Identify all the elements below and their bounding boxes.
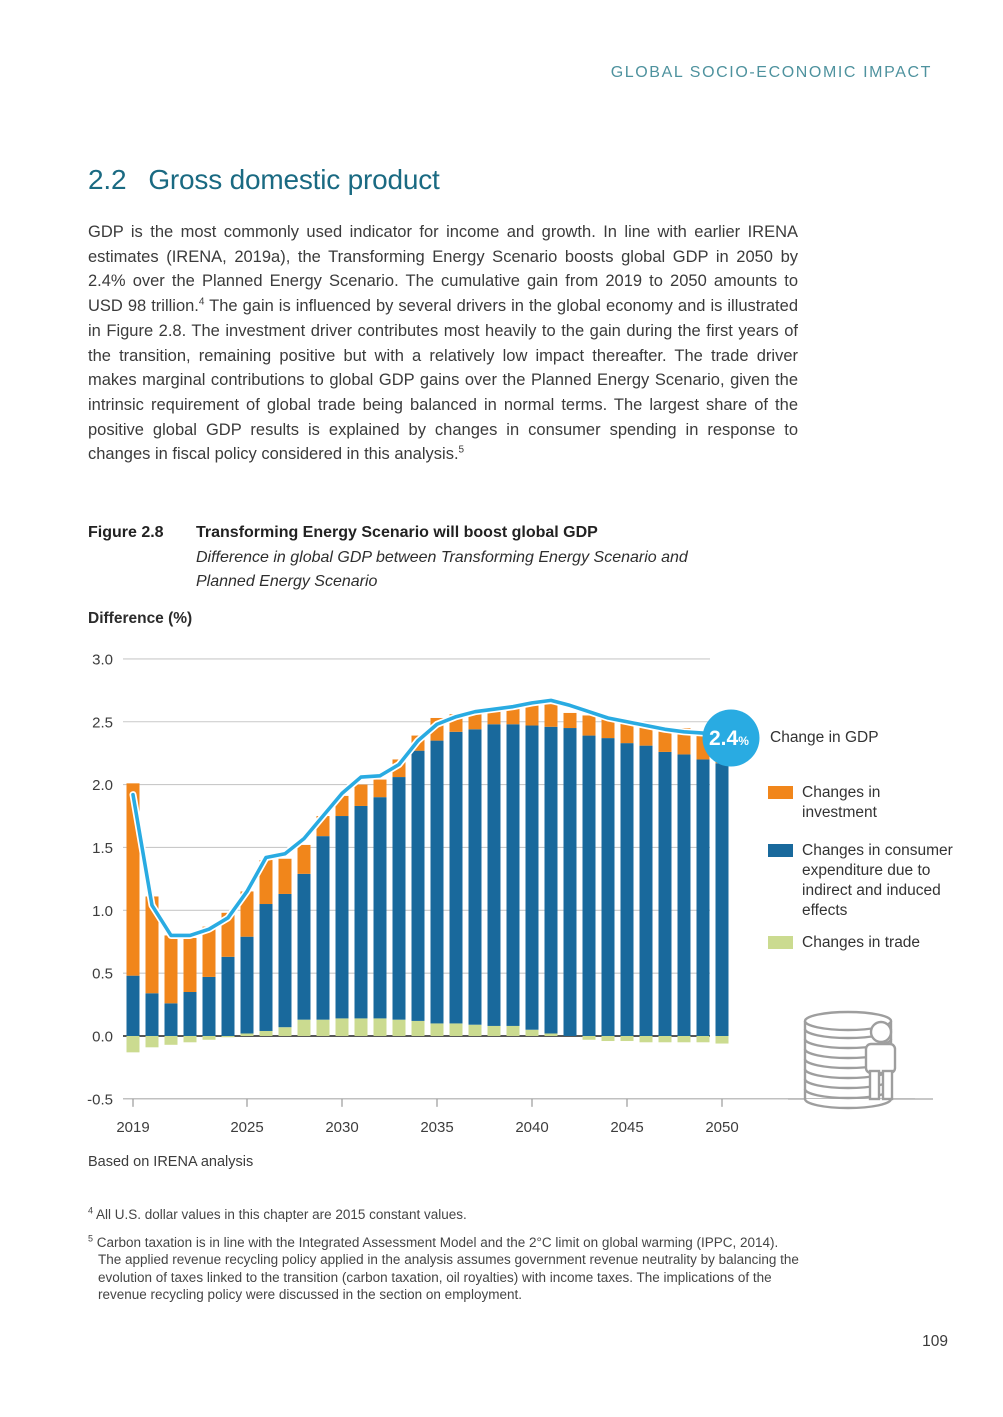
- figure-caption: Figure 2.8 Transforming Energy Scenario …: [88, 524, 741, 593]
- svg-text:2030: 2030: [325, 1119, 358, 1136]
- page-header: GLOBAL SOCIO-ECONOMIC IMPACT: [610, 64, 932, 81]
- figure-subtitle: Difference in global GDP between Transfo…: [196, 549, 688, 590]
- svg-text:2035: 2035: [420, 1119, 453, 1136]
- chart-y-axis-title: Difference (%): [88, 610, 193, 627]
- section-number: 2.2: [88, 164, 127, 195]
- consumer-swatch-icon: [768, 844, 793, 857]
- chart-legend: Change in GDP Changes in investment Chan…: [766, 721, 1003, 951]
- body-paragraph: GDP is the most commonly used indicator …: [88, 220, 798, 467]
- figure-caption-text: Transforming Energy Scenario will boost …: [196, 524, 741, 593]
- body-text-part2: The gain is influenced by several driver…: [88, 297, 798, 464]
- page-number: 109: [922, 1333, 948, 1350]
- coins-person-icon: [788, 1010, 933, 1110]
- svg-text:2050: 2050: [705, 1119, 738, 1136]
- section-heading: 2.2 Gross domestic product: [88, 164, 440, 196]
- svg-text:2045: 2045: [610, 1119, 643, 1136]
- svg-text:2.5: 2.5: [92, 714, 113, 731]
- svg-text:-0.5: -0.5: [87, 1091, 113, 1108]
- section-title: Gross domestic product: [148, 164, 440, 195]
- investment-swatch-icon: [768, 786, 793, 799]
- svg-text:2025: 2025: [230, 1119, 263, 1136]
- footnote-ref-5: 5: [458, 444, 465, 456]
- svg-text:3.0: 3.0: [92, 651, 113, 668]
- legend-item-investment: Changes in investment: [768, 783, 907, 823]
- trade-swatch-icon: [768, 936, 793, 949]
- footnote-5: 5 Carbon taxation is in line with the In…: [88, 1233, 799, 1303]
- svg-text:0.5: 0.5: [92, 966, 113, 983]
- svg-text:2019: 2019: [116, 1119, 149, 1136]
- source-note: Based on IRENA analysis: [88, 1154, 254, 1170]
- body-text-part1: GDP is the most commonly used indicator …: [88, 223, 798, 316]
- figure-title: Transforming Energy Scenario will boost …: [196, 524, 598, 541]
- footnotes: 4 All U.S. dollar values in this chapter…: [88, 1206, 804, 1314]
- legend-item-consumer: Changes in consumer expenditure due to i…: [768, 841, 972, 921]
- gdp-difference-chart: 3.0 2.5 2.0 1.5 1.0 0.5 0.0 -0.5 2019 2025 2030 203…: [85, 645, 1003, 1145]
- svg-text:1.0: 1.0: [92, 903, 113, 920]
- legend-item-change-in-gdp: Change in GDP: [770, 729, 879, 746]
- footnote-ref-4: 4: [198, 296, 205, 308]
- svg-text:0.0: 0.0: [92, 1029, 113, 1046]
- footnote-4: 4 All U.S. dollar values in this chapter…: [88, 1205, 467, 1222]
- legend-item-trade: Changes in trade: [768, 933, 982, 953]
- figure-label: Figure 2.8: [88, 524, 164, 541]
- svg-text:1.5: 1.5: [92, 840, 113, 857]
- person-figure: [864, 1020, 897, 1101]
- svg-text:2.0: 2.0: [92, 777, 113, 794]
- svg-text:2040: 2040: [515, 1119, 548, 1136]
